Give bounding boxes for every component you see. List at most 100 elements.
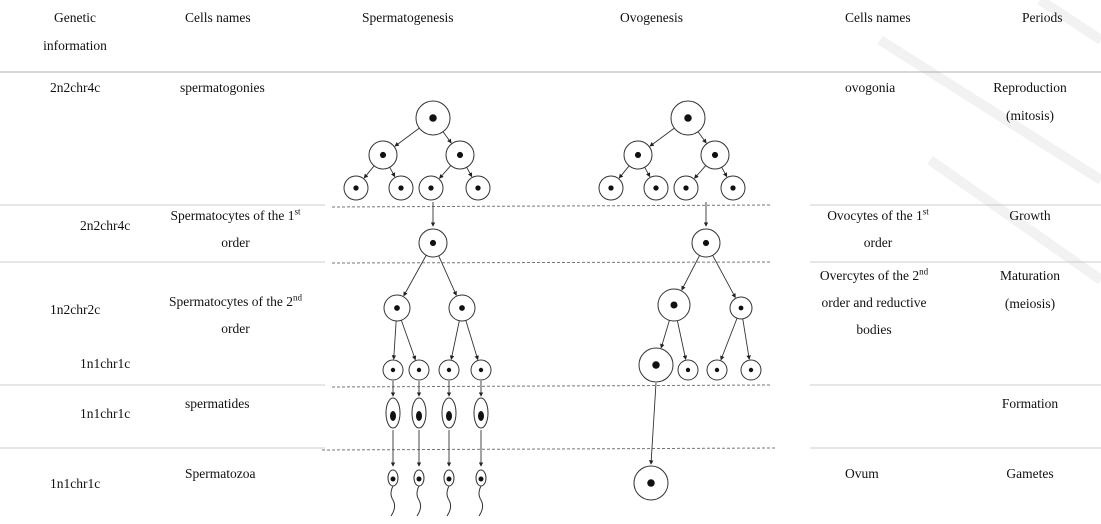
header-cell: Periods [1022, 10, 1063, 25]
nucleus [446, 411, 452, 421]
nucleus [429, 239, 437, 247]
arrow [712, 255, 736, 299]
sperm-tail [446, 485, 452, 517]
nucleus [702, 239, 710, 247]
nucleus [390, 411, 396, 421]
stage-dividers [321, 204, 776, 451]
cell-name: Ovum [845, 466, 879, 481]
period: Formation [1001, 396, 1059, 411]
sperm-tail [416, 485, 422, 517]
nucleus [670, 301, 678, 309]
arrow [676, 320, 688, 360]
nucleus [390, 367, 396, 373]
nucleus [652, 361, 660, 369]
nucleus [738, 305, 744, 311]
nucleus [478, 411, 484, 421]
nucleus [459, 305, 465, 311]
text: order [221, 235, 250, 250]
sperm-tail [390, 485, 396, 517]
nucleus [730, 185, 736, 191]
genetic-info: 1n1chr1c [80, 356, 131, 371]
cell-name: ovogonia [845, 80, 896, 95]
text: order and reductive bodies [821, 295, 927, 337]
text: order [221, 321, 250, 336]
arrow [681, 255, 700, 291]
period: Maturation (meiosis) [1000, 268, 1060, 311]
nucleus [634, 151, 642, 159]
nucleus [394, 305, 400, 311]
nucleus [647, 479, 655, 487]
nucleus [478, 476, 484, 482]
nucleus [478, 367, 484, 373]
nucleus [416, 476, 422, 482]
nucleus [379, 151, 387, 159]
period: Growth [1009, 208, 1051, 223]
nucleus [429, 114, 437, 122]
nucleus [398, 185, 404, 191]
nucleus [456, 151, 464, 159]
genetic-info: 1n1chr1c [50, 476, 101, 491]
cells [343, 100, 762, 517]
arrow [449, 320, 460, 360]
nucleus [683, 185, 689, 191]
arrow [466, 167, 473, 178]
nucleus [416, 367, 422, 373]
genetic-info: 1n1chr1c [80, 406, 131, 421]
header-cell: Spermatogenesis [362, 10, 454, 25]
sperm-tail [478, 485, 484, 517]
arrow [442, 131, 452, 144]
header-cell: Cells names [185, 10, 251, 25]
arrow [465, 320, 479, 361]
nucleus [416, 411, 422, 421]
text: Spermatocytes of the 1 [170, 208, 295, 223]
arrow [618, 165, 630, 179]
header-cell: Cells names [845, 10, 911, 25]
text: Ovocytes of the 1 [827, 208, 923, 223]
cell-name: Spermatozoa [185, 466, 256, 481]
arrow [721, 167, 728, 178]
nucleus [446, 367, 452, 373]
arrow [400, 320, 417, 361]
period: Reproduction (mitosis) [993, 80, 1067, 123]
cell-name: Ovocytes of the 1st order [818, 202, 938, 256]
nucleus [653, 185, 659, 191]
nucleus [685, 367, 691, 373]
arrow [389, 167, 396, 178]
nucleus [748, 367, 754, 373]
nucleus [711, 151, 719, 159]
arrow [403, 255, 427, 297]
arrow [394, 127, 420, 147]
arrow [644, 167, 651, 178]
superscript: nd [293, 292, 303, 303]
superscript: st [294, 206, 301, 217]
arrow [438, 255, 457, 296]
nucleus [608, 185, 614, 191]
text: Overcytes of the 2 [819, 268, 920, 283]
header-cell: Ovogenesis [620, 10, 683, 25]
arrow [697, 131, 707, 144]
genetic-info: 2n2chr4c [50, 80, 101, 95]
watermark [877, 0, 1101, 285]
row-rules [0, 204, 1101, 449]
arrow [660, 320, 670, 349]
nucleus [428, 185, 434, 191]
nucleus [390, 476, 396, 482]
arrow [648, 382, 657, 465]
cell-name: Spermatocytes of the 2nd order [168, 288, 303, 342]
cell-name: Spermatocytes of the 1st order [168, 202, 303, 256]
superscript: nd [919, 266, 929, 277]
arrow [649, 127, 675, 147]
arrow [742, 318, 751, 360]
nucleus [446, 476, 452, 482]
text: Spermatocytes of the 2 [168, 294, 294, 309]
text: order [863, 235, 893, 250]
arrow [694, 165, 707, 179]
arrow [720, 318, 738, 361]
genetic-info: 1n2chr2c [50, 302, 101, 317]
nucleus [684, 114, 692, 122]
superscript: st [922, 206, 929, 217]
arrow [363, 165, 375, 179]
header-cell: Genetic information [43, 10, 107, 53]
